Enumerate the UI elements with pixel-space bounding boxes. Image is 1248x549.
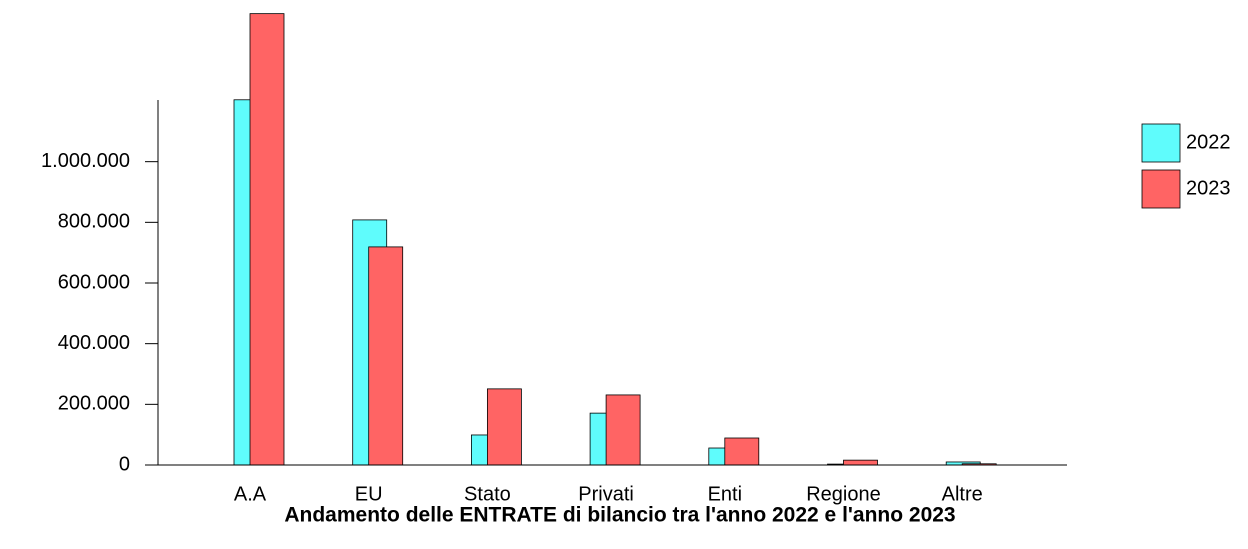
bar [368,246,404,466]
legend-label: 2023 [1186,177,1231,199]
legend-swatch [1141,123,1181,163]
bar [605,394,641,466]
bar [843,459,878,466]
x-tick-label: Regione [806,483,881,505]
chart-title: Andamento delle ENTRATE di bilancio tra … [284,504,955,527]
y-tick-label: 600.000 [58,271,130,293]
y-tick-label: 800.000 [58,211,130,233]
x-tick-label: Privati [578,483,634,505]
bar [724,437,760,466]
y-tick-label: 1.000.000 [41,150,130,172]
x-tick-label: Enti [708,483,742,505]
x-tick-label: A.A [234,483,267,505]
y-tick-label: 200.000 [58,393,130,415]
y-tick-label: 400.000 [58,332,130,354]
bar [486,388,522,466]
legend-label: 2022 [1186,131,1231,153]
y-tick-label: 0 [119,453,130,475]
x-tick-label: Stato [464,483,511,505]
bar [249,13,285,466]
legend-swatch [1141,169,1181,209]
x-tick-label: Altre [942,483,983,505]
x-tick-label: EU [355,483,383,505]
